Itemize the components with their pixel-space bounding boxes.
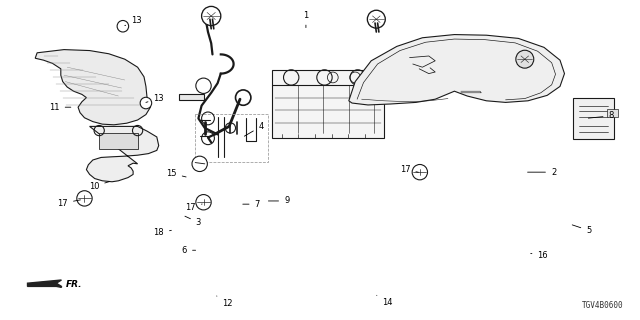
Text: 16: 16 bbox=[531, 252, 548, 260]
Text: 6: 6 bbox=[182, 246, 196, 255]
Ellipse shape bbox=[516, 50, 534, 68]
Text: 18: 18 bbox=[154, 228, 172, 237]
Text: 14: 14 bbox=[377, 295, 392, 307]
Polygon shape bbox=[607, 109, 618, 117]
Polygon shape bbox=[99, 133, 138, 149]
Text: 17: 17 bbox=[400, 165, 419, 174]
Polygon shape bbox=[349, 35, 564, 105]
Polygon shape bbox=[397, 70, 461, 91]
Text: FR.: FR. bbox=[66, 280, 83, 289]
Text: 17: 17 bbox=[186, 203, 202, 212]
Ellipse shape bbox=[117, 20, 129, 32]
Text: 8: 8 bbox=[588, 111, 614, 120]
Polygon shape bbox=[272, 70, 384, 138]
Ellipse shape bbox=[196, 195, 211, 210]
Text: 13: 13 bbox=[146, 94, 164, 103]
Text: TGV4B0600: TGV4B0600 bbox=[582, 301, 624, 310]
Polygon shape bbox=[35, 50, 150, 125]
Text: 17: 17 bbox=[58, 199, 81, 208]
Text: 9: 9 bbox=[268, 196, 289, 205]
Text: 15: 15 bbox=[166, 169, 186, 178]
Polygon shape bbox=[179, 94, 204, 100]
Text: 2: 2 bbox=[527, 168, 556, 177]
Text: 1: 1 bbox=[303, 11, 308, 28]
Text: 12: 12 bbox=[217, 296, 232, 308]
Text: 5: 5 bbox=[572, 225, 591, 235]
Text: 10: 10 bbox=[89, 182, 109, 191]
Polygon shape bbox=[86, 126, 159, 182]
Text: 3: 3 bbox=[185, 216, 201, 227]
Text: 13: 13 bbox=[125, 16, 141, 26]
Ellipse shape bbox=[202, 6, 221, 26]
Ellipse shape bbox=[192, 156, 207, 172]
Polygon shape bbox=[28, 280, 61, 287]
Ellipse shape bbox=[367, 10, 385, 28]
Text: 11: 11 bbox=[49, 103, 71, 112]
Text: 4: 4 bbox=[244, 122, 264, 136]
Ellipse shape bbox=[196, 78, 211, 93]
Text: 7: 7 bbox=[243, 200, 260, 209]
Ellipse shape bbox=[140, 97, 152, 109]
Polygon shape bbox=[573, 98, 614, 139]
Ellipse shape bbox=[77, 191, 92, 206]
Ellipse shape bbox=[412, 164, 428, 180]
